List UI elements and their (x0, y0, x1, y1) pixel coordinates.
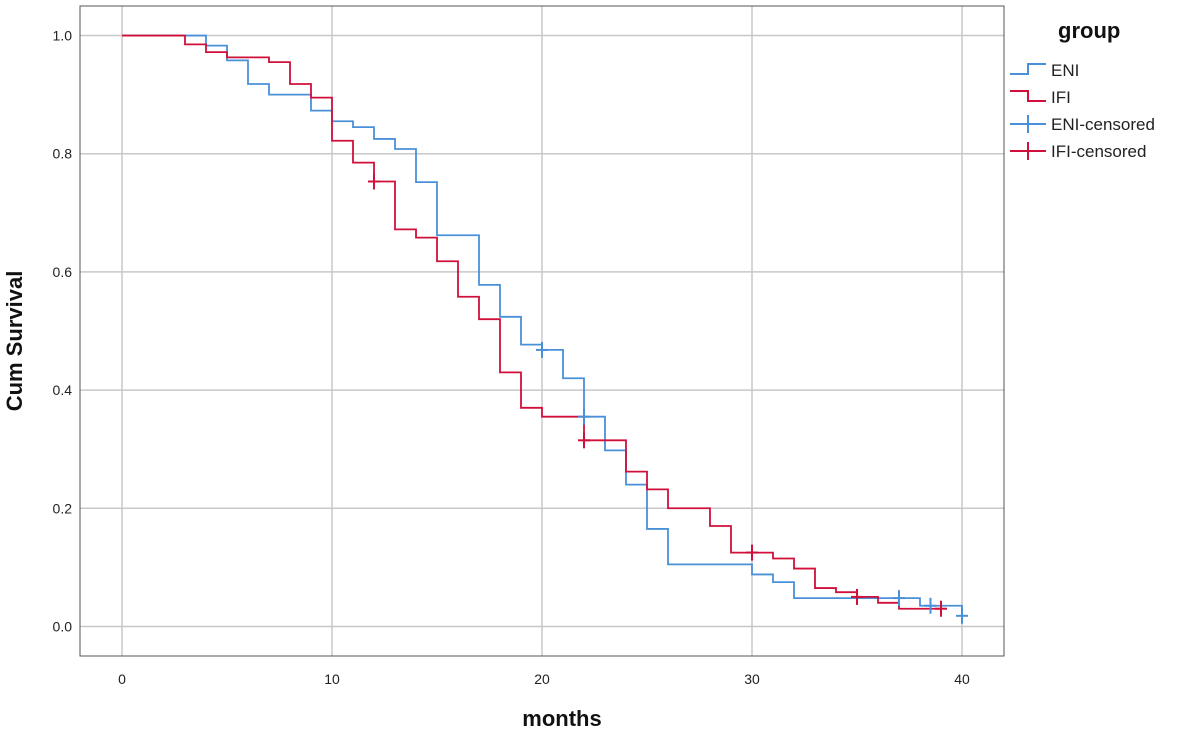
y-tick-label: 1.0 (53, 28, 73, 44)
series-line-eni (122, 34, 963, 616)
x-tick-label: 0 (118, 671, 126, 687)
censor-marks (368, 173, 968, 624)
legend-swatch-eni (1010, 63, 1046, 75)
axis-ticks: 0 10 20 30 40 0.0 0.2 0.4 0.6 0.8 1.0 (53, 28, 970, 687)
legend-items: ENI IFI ENI-censored IFI-censored (1010, 61, 1155, 161)
gridlines (80, 6, 1004, 656)
y-tick-label: 0.0 (53, 618, 73, 634)
y-tick-label: 0.6 (53, 264, 73, 280)
y-tick-label: 0.8 (53, 146, 73, 162)
legend-label: ENI-censored (1051, 115, 1155, 134)
series-lines (122, 34, 963, 616)
legend: group ENI IFI ENI-censored IFI-censored (1010, 18, 1155, 161)
x-tick-label: 30 (744, 671, 760, 687)
x-tick-label: 20 (534, 671, 550, 687)
x-tick-label: 40 (954, 671, 970, 687)
series-line-ifi (122, 34, 941, 610)
x-tick-label: 10 (324, 671, 340, 687)
legend-label: IFI-censored (1051, 142, 1146, 161)
y-tick-label: 0.4 (53, 382, 73, 398)
x-axis-title: months (522, 706, 601, 731)
legend-label: ENI (1051, 61, 1079, 80)
legend-label: IFI (1051, 88, 1071, 107)
legend-title: group (1058, 18, 1120, 43)
plot-area-frame (79, 5, 1005, 657)
y-axis-title: Cum Survival (2, 271, 27, 412)
y-tick-label: 0.2 (53, 500, 73, 516)
legend-swatch-ifi (1010, 90, 1046, 102)
